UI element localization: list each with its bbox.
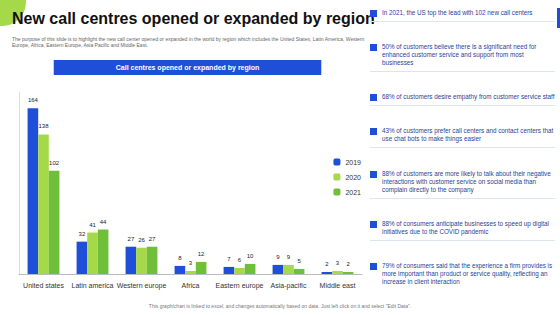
html-text:68% of customers desire empath: 68% of customers desire empathy from cus… (382, 93, 555, 101)
html-text:New call centres opened or exp: New call centres opened or expanded by r… (12, 10, 375, 27)
svg-text:Call centres opened or expande: Call centres opened or expanded by regio… (116, 64, 260, 72)
svg-text:26: 26 (138, 237, 145, 243)
svg-text:2: 2 (346, 261, 350, 267)
svg-text:27: 27 (128, 236, 135, 242)
svg-text:3: 3 (336, 260, 340, 266)
html-text:88% of customers are more like: 88% of customers are more likely to talk… (382, 169, 551, 193)
html-text:The purpose of this slide is t: The purpose of this slide is to highligh… (12, 36, 365, 48)
html-text:This graph/chart is linked to: This graph/chart is linked to excel, and… (148, 303, 412, 309)
svg-text:41: 41 (89, 222, 96, 228)
html-text:43% of customers prefer call c: 43% of customers prefer call centers and… (382, 127, 554, 143)
svg-text:Latin america: Latin america (71, 282, 113, 289)
html-text:50% of customers believe there: 50% of customers believe there is a sign… (382, 43, 537, 67)
svg-text:6: 6 (238, 257, 242, 263)
svg-text:44: 44 (100, 219, 107, 225)
svg-text:8: 8 (178, 255, 182, 261)
svg-text:164: 164 (28, 97, 39, 103)
svg-text:3: 3 (189, 260, 193, 266)
svg-text:2020: 2020 (345, 174, 361, 181)
html-text:In 2021, the US top the lead w: In 2021, the US top the lead with 102 ne… (382, 9, 533, 16)
svg-text:Africa: Africa (182, 282, 200, 289)
html-text:88% of consumers anticipate bu: 88% of consumers anticipate businesses t… (382, 219, 549, 235)
svg-text:12: 12 (198, 251, 205, 257)
svg-text:102: 102 (49, 160, 60, 166)
svg-text:10: 10 (247, 253, 254, 259)
svg-text:9: 9 (287, 254, 291, 260)
svg-text:United states: United states (23, 282, 64, 289)
svg-text:2: 2 (325, 261, 329, 267)
svg-text:9: 9 (276, 254, 280, 260)
svg-text:2021: 2021 (345, 189, 361, 196)
svg-text:7: 7 (227, 256, 231, 262)
svg-text:5: 5 (297, 258, 301, 264)
svg-text:32: 32 (79, 231, 86, 237)
svg-text:Western europe: Western europe (117, 282, 167, 290)
svg-text:Asia-pacific: Asia-pacific (271, 282, 307, 290)
svg-text:138: 138 (38, 123, 49, 129)
svg-text:Eastern europe: Eastern europe (216, 282, 264, 290)
svg-text:Middle east: Middle east (320, 282, 356, 289)
svg-text:27: 27 (149, 236, 156, 242)
svg-text:2019: 2019 (345, 159, 361, 166)
html-text:79% of consumers said that the: 79% of consumers said that the experienc… (382, 261, 553, 285)
